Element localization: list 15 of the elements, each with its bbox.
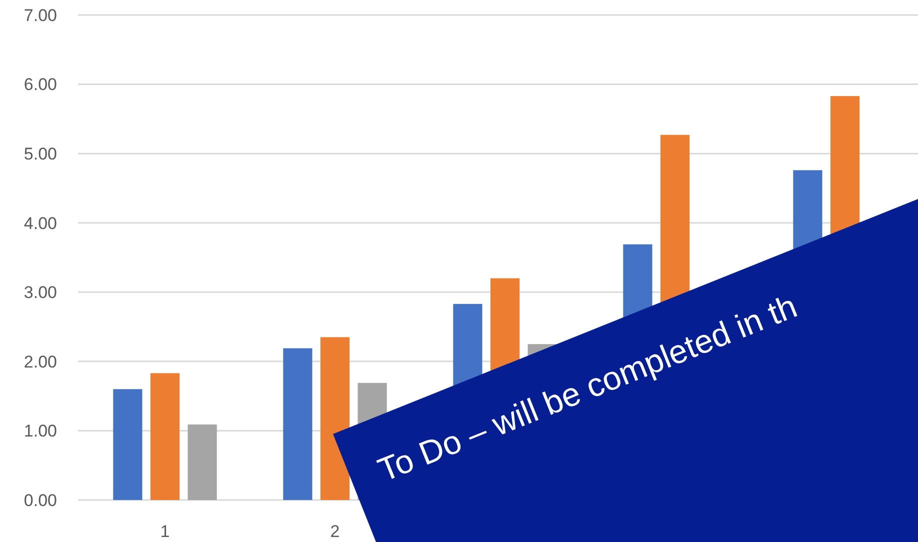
bar <box>320 337 350 500</box>
bar <box>113 389 142 500</box>
bar <box>150 373 180 500</box>
y-tick-label: 5.00 <box>24 144 57 164</box>
y-tick-label: 0.00 <box>24 490 57 510</box>
x-tick-label: 2 <box>330 522 340 541</box>
y-tick-label: 4.00 <box>24 214 57 233</box>
y-tick-label: 7.00 <box>24 6 57 25</box>
y-tick-label: 1.00 <box>24 422 57 441</box>
y-tick-label: 6.00 <box>24 75 57 94</box>
y-tick-label: 2.00 <box>24 352 57 372</box>
bar <box>188 424 217 500</box>
bar <box>283 348 312 500</box>
y-tick-label: 3.00 <box>24 283 57 302</box>
x-tick-label: 1 <box>160 522 170 541</box>
